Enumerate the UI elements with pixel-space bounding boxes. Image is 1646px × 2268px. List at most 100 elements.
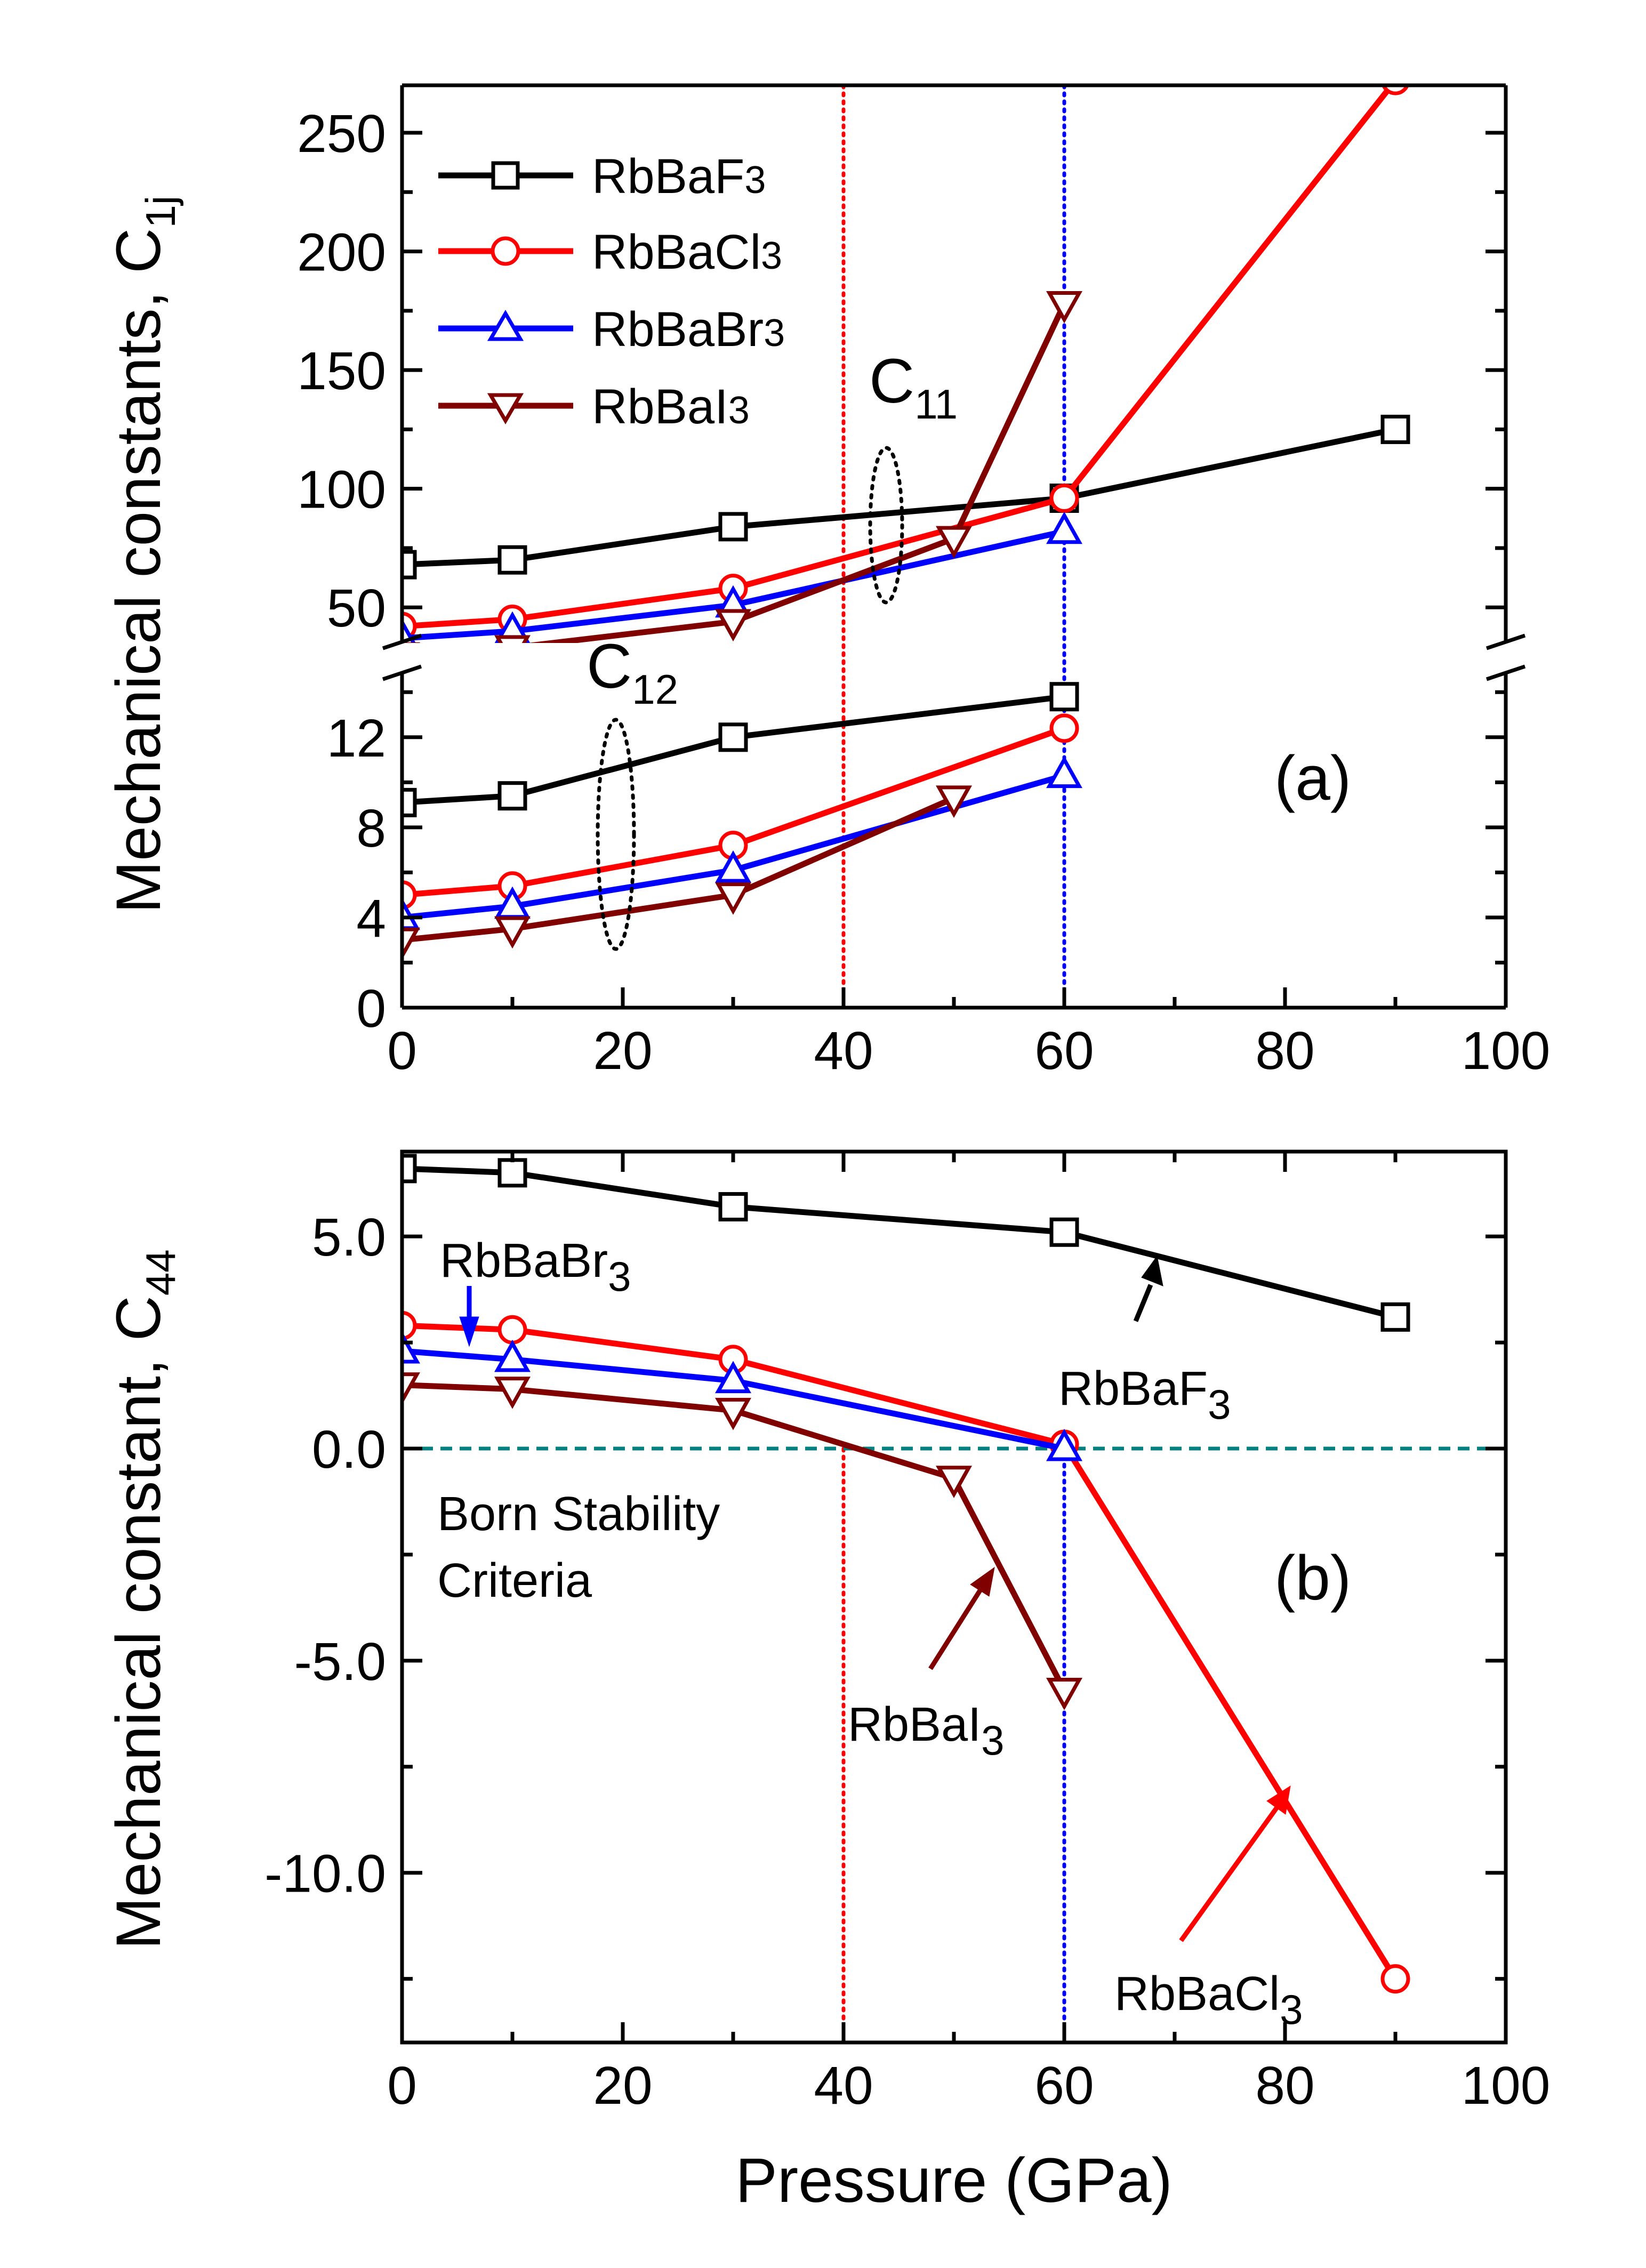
legend-entry-RbBaCl3: RbBaCl3 bbox=[438, 225, 782, 279]
legend-label-RbBaF3: RbBaF3 bbox=[592, 149, 766, 204]
panel-a-xtick-label: 100 bbox=[1462, 1021, 1551, 1081]
c12-point-RbBaI3 bbox=[494, 916, 531, 949]
c12-point-RbBaBr3 bbox=[1046, 755, 1082, 789]
c11-point-RbBaF3 bbox=[718, 512, 748, 542]
legend-label-sub: 3 bbox=[728, 389, 750, 432]
c12-line-RbBaF3 bbox=[402, 694, 1065, 806]
legend: RbBaF3 RbBaCl3 RbBaBr3 RbBaI3 bbox=[438, 149, 785, 434]
c11-label-main: C bbox=[869, 346, 914, 416]
legend-label-main: RbBaF bbox=[592, 149, 744, 204]
c44-line-RbBaCl3 bbox=[402, 1322, 1398, 1981]
panel-b-label: (b) bbox=[1274, 1543, 1351, 1613]
panel-b-xtick-label: 40 bbox=[814, 2056, 873, 2116]
c11-series-RbBaI3 bbox=[402, 291, 1082, 643]
label-RbBaF3-sub: 3 bbox=[1208, 1381, 1231, 1428]
panel-b-xtick-label: 20 bbox=[593, 2056, 652, 2116]
legend-marker-triangle-down bbox=[487, 393, 524, 424]
panel-b-xtick-label: 0 bbox=[387, 2056, 417, 2116]
c12-label-main: C bbox=[587, 631, 632, 702]
panel-a-ytick-label-upper: 150 bbox=[297, 341, 386, 401]
c11-point-RbBaCl3 bbox=[1049, 483, 1079, 513]
label-RbBaCl3: RbBaCl3 bbox=[1114, 1967, 1303, 2033]
panel-a-ytick-label-lower: 4 bbox=[356, 889, 386, 948]
panel-a-ylabel-sub: 1j bbox=[137, 196, 184, 228]
c11-point-RbBaCl3 bbox=[1381, 85, 1410, 95]
panel-a-ytick-label-upper: 250 bbox=[297, 104, 386, 164]
legend-label-main: RbBaCl bbox=[592, 225, 761, 279]
c11-line-RbBaBr3 bbox=[402, 528, 1065, 641]
c44-point-RbBaI3 bbox=[402, 1372, 420, 1405]
c44-point-RbBaCl3 bbox=[497, 1315, 527, 1345]
legend-label-sub: 3 bbox=[744, 159, 766, 202]
panel-a-ylabel-main: Mechanical constants, C bbox=[103, 228, 174, 914]
c44-point-RbBaCl3 bbox=[1380, 1964, 1410, 1994]
legend-entry-RbBaBr3: RbBaBr3 bbox=[438, 302, 785, 357]
panel-b-ytick-label: 5.0 bbox=[312, 1208, 386, 1267]
legend-marker-circle bbox=[491, 236, 520, 266]
panel-b-xtick-label: 60 bbox=[1034, 2056, 1094, 2116]
panel-a-xtick-label: 0 bbox=[387, 1021, 417, 1081]
panel-a-xtick-label: 20 bbox=[593, 1021, 652, 1081]
c12-point-RbBaI3 bbox=[936, 785, 972, 818]
c44-point-RbBaI3 bbox=[494, 1377, 531, 1409]
axis-break-marks bbox=[382, 633, 1526, 681]
panel-a-ytick-label-lower: 0 bbox=[356, 979, 386, 1039]
c44-line-RbBaBr3 bbox=[402, 1348, 1065, 1452]
legend-label-RbBaI3: RbBaI3 bbox=[592, 380, 750, 434]
panel-a-ytick-label-upper: 100 bbox=[297, 460, 386, 520]
label-RbBaI3-sub: 3 bbox=[981, 1717, 1004, 1764]
c11-point-RbBaI3 bbox=[715, 609, 751, 642]
c44-point-RbBaF3 bbox=[1049, 1217, 1079, 1247]
c11-point-RbBaI3 bbox=[1046, 291, 1082, 324]
legend-label-RbBaBr3: RbBaBr3 bbox=[592, 302, 785, 357]
panel-b-ylabel: Mechanical constant, C44 bbox=[103, 1249, 184, 1949]
label-RbBaCl3-main: RbBaCl bbox=[1114, 1967, 1280, 2021]
arrow-RbBaBr3 bbox=[459, 1286, 479, 1347]
panel-a-label: (a) bbox=[1274, 743, 1351, 814]
c12-line-RbBaI3 bbox=[402, 795, 956, 943]
panel-a-ylabel: Mechanical constants, C1j bbox=[103, 196, 184, 913]
c44-point-RbBaI3 bbox=[1046, 1678, 1082, 1710]
c44-point-RbBaF3 bbox=[718, 1192, 748, 1221]
panel-b-ylabel-sub: 44 bbox=[137, 1249, 184, 1296]
c12-point-RbBaBr3 bbox=[715, 850, 751, 883]
c11-point-RbBaBr3 bbox=[1046, 511, 1082, 544]
c11-point-RbBaI3 bbox=[936, 526, 972, 559]
c11-point-RbBaI3 bbox=[494, 635, 531, 643]
c12-label: C12 bbox=[587, 631, 678, 713]
c11-series-RbBaF3 bbox=[402, 414, 1410, 580]
c12-point-RbBaI3 bbox=[402, 927, 420, 960]
c44-point-RbBaF3 bbox=[402, 1154, 417, 1184]
label-RbBaF3-main: RbBaF bbox=[1058, 1362, 1208, 1416]
c12-point-RbBaF3 bbox=[402, 787, 417, 817]
c44-point-RbBaBr3 bbox=[1046, 1428, 1082, 1461]
panel-b-ytick-label: 0.0 bbox=[312, 1420, 386, 1479]
c44-point-RbBaCl3 bbox=[402, 1310, 417, 1340]
c44-series-RbBaI3 bbox=[402, 1372, 1082, 1710]
panel-a: 0 20 40 60 80 100 50 100 150 200 250 0 4 8 12 Mechanic… bbox=[103, 83, 1551, 1081]
c44-series-RbBaBr3 bbox=[402, 1331, 1082, 1461]
panel-a-ytick-label-upper: 200 bbox=[297, 223, 386, 283]
panel-b-ytick-label: -10.0 bbox=[264, 1844, 386, 1904]
label-RbBaBr3-main: RbBaBr bbox=[440, 1234, 608, 1288]
c11-point-RbBaF3 bbox=[497, 545, 527, 575]
c12-line-RbBaCl3 bbox=[402, 725, 1065, 898]
c12-point-RbBaI3 bbox=[715, 882, 751, 915]
panel-a-ytick-label-lower: 8 bbox=[356, 799, 386, 858]
legend-label-main: RbBaBr bbox=[592, 302, 764, 357]
legend-label-sub: 3 bbox=[764, 312, 785, 355]
legend-entry-RbBaF3: RbBaF3 bbox=[438, 149, 766, 204]
c11-point-RbBaBr3 bbox=[402, 618, 416, 643]
label-RbBaF3: RbBaF3 bbox=[1058, 1362, 1231, 1428]
c11-series-RbBaBr3 bbox=[402, 511, 1082, 643]
panel-b: 0 20 40 60 80 100 -10.0 -5.0 0.0 5.0 Mechanical c… bbox=[103, 1149, 1550, 2216]
c12-point-RbBaF3 bbox=[1049, 682, 1079, 712]
c44-point-RbBaF3 bbox=[497, 1158, 527, 1188]
c12-point-RbBaCl3 bbox=[1049, 713, 1079, 743]
c11-label-sub: 11 bbox=[914, 381, 958, 428]
panel-a-ytick-label-lower: 12 bbox=[327, 709, 386, 768]
label-RbBaCl3-sub: 3 bbox=[1280, 1986, 1303, 2033]
c12-point-RbBaF3 bbox=[497, 781, 527, 811]
c11-point-RbBaF3 bbox=[1380, 414, 1410, 444]
